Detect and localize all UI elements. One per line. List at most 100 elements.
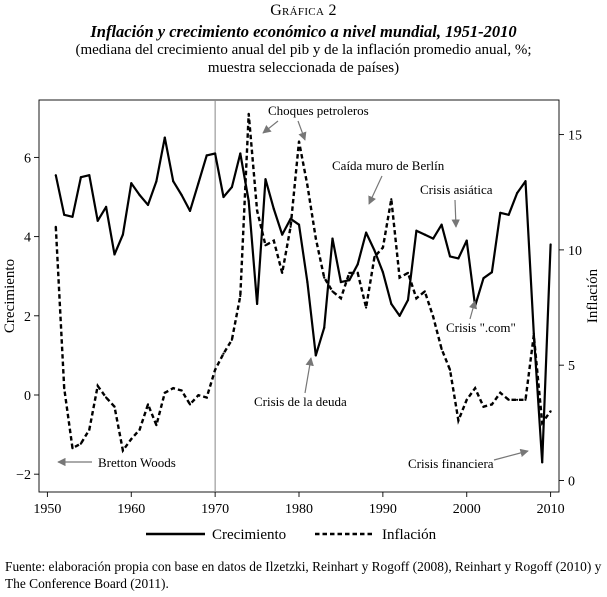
- data-point-crecimiento: [138, 193, 141, 197]
- annotation-crisis-asiatica: Crisis asiática: [420, 182, 493, 228]
- data-point-inflacion: [54, 225, 57, 228]
- data-point-inflacion: [130, 437, 133, 441]
- data-point-crecimiento: [281, 233, 284, 236]
- y-axis-label-right: Inflación: [585, 268, 601, 323]
- x-tick-label: 2010: [537, 502, 565, 517]
- data-point-inflacion: [516, 398, 519, 401]
- x-tick-label: 1980: [285, 502, 313, 517]
- data-point-inflacion: [457, 419, 460, 422]
- annotation-arrow: [451, 199, 460, 228]
- y-tick-label-left: 6: [24, 151, 31, 166]
- data-point-crecimiento: [63, 213, 66, 216]
- data-point-inflacion: [323, 276, 326, 279]
- data-point-inflacion: [172, 387, 175, 390]
- data-point-crecimiento: [365, 231, 368, 234]
- annotation-arrow: [493, 448, 529, 461]
- x-tick-label: 1990: [369, 502, 397, 517]
- legend-label: Crecimiento: [212, 527, 286, 543]
- data-point-inflacion: [163, 391, 166, 394]
- data-point-inflacion: [423, 290, 426, 293]
- y-tick-label-left: 0: [24, 389, 31, 404]
- data-point-crecimiento: [272, 207, 275, 210]
- annotation-crisis-com: Crisis ".com": [446, 300, 516, 335]
- data-point-inflacion: [71, 447, 74, 450]
- data-point-inflacion: [289, 225, 292, 228]
- data-point-crecimiento: [314, 354, 317, 357]
- data-point-inflacion: [264, 244, 267, 247]
- data-point-inflacion: [113, 405, 116, 408]
- data-point-crecimiento: [155, 180, 158, 183]
- data-point-inflacion: [96, 384, 99, 387]
- annotation-crisis-financiera: Crisis financiera: [408, 448, 529, 471]
- data-point-crecimiento: [230, 186, 233, 189]
- y-tick-label-right: 10: [568, 244, 582, 259]
- y-axis-label-left: Crecimiento: [2, 259, 18, 333]
- annotation-arrow: [262, 120, 279, 134]
- data-point-inflacion: [398, 276, 401, 279]
- data-point-crecimiento: [247, 199, 250, 203]
- annotation-arrow: [297, 120, 307, 141]
- annotation-label: Caída muro de Berlín: [332, 158, 445, 173]
- annotation-bretton-woods: Bretton Woods: [57, 455, 176, 470]
- data-point-crecimiento: [423, 233, 426, 236]
- data-point-crecimiento: [482, 277, 485, 280]
- data-point-crecimiento: [549, 243, 552, 246]
- data-point-crecimiento: [390, 302, 393, 305]
- data-point-inflacion: [507, 398, 510, 401]
- data-point-inflacion: [297, 140, 301, 143]
- data-point-crecimiento: [516, 192, 519, 195]
- data-point-inflacion: [474, 387, 477, 390]
- data-point-crecimiento: [541, 461, 544, 464]
- data-point-inflacion: [356, 271, 359, 274]
- data-point-crecimiento: [96, 219, 99, 222]
- data-point-inflacion: [63, 387, 66, 390]
- data-point-inflacion: [146, 403, 150, 406]
- annotation-label: Crisis ".com": [446, 320, 516, 335]
- data-point-crecimiento: [323, 326, 326, 329]
- legend-label: Inflación: [382, 527, 437, 543]
- data-point-crecimiento: [524, 180, 527, 183]
- data-point-inflacion: [490, 403, 493, 406]
- plot-frame: [38, 99, 560, 493]
- data-point-crecimiento: [214, 152, 217, 155]
- data-point-crecimiento: [205, 154, 208, 157]
- data-point-inflacion: [205, 396, 208, 399]
- data-point-inflacion: [105, 396, 108, 399]
- data-point-inflacion: [465, 398, 468, 401]
- data-point-crecimiento: [188, 209, 192, 212]
- data-point-crecimiento: [79, 176, 82, 179]
- annotation-caida-muro-berlin: Caída muro de Berlín: [332, 158, 445, 205]
- data-point-crecimiento: [163, 136, 166, 139]
- data-point-crecimiento: [465, 239, 468, 242]
- data-point-inflacion: [197, 394, 200, 397]
- data-point-inflacion: [339, 297, 342, 300]
- data-point-crecimiento: [197, 182, 200, 185]
- data-point-inflacion: [247, 112, 250, 115]
- data-point-crecimiento: [432, 237, 435, 240]
- data-point-crecimiento: [440, 223, 443, 226]
- series-line-crecimiento: [54, 136, 552, 464]
- annotation-arrow: [368, 175, 383, 205]
- data-point-inflacion: [524, 398, 527, 401]
- data-point-crecimiento: [457, 257, 460, 260]
- figure-label: Gráfica 2: [270, 2, 337, 19]
- data-point-crecimiento: [146, 203, 150, 206]
- y-tick-label-left: −2: [16, 468, 31, 483]
- line-chart: 1950 1960 1970 1980 1990 2000 2010 −2 0 2 4 6 0 5 10…: [2, 99, 601, 543]
- data-point-inflacion: [432, 315, 435, 318]
- data-point-inflacion: [239, 294, 242, 298]
- annotation-label: Crisis de la deuda: [254, 394, 347, 409]
- data-point-crecimiento: [356, 263, 359, 266]
- data-point-crecimiento: [398, 314, 401, 317]
- data-point-crecimiento: [222, 195, 225, 199]
- data-point-crecimiento: [339, 281, 342, 284]
- y-tick-label-right: 5: [568, 359, 575, 374]
- annotation-arrow: [468, 300, 478, 320]
- x-tick-label: 1970: [201, 502, 229, 517]
- data-point-crecimiento: [88, 174, 91, 177]
- data-point-crecimiento: [121, 233, 124, 236]
- legend: Crecimiento Inflación: [146, 527, 437, 543]
- data-point-crecimiento: [448, 255, 452, 258]
- y-tick-label-right: 15: [568, 129, 582, 144]
- data-point-crecimiento: [297, 223, 301, 226]
